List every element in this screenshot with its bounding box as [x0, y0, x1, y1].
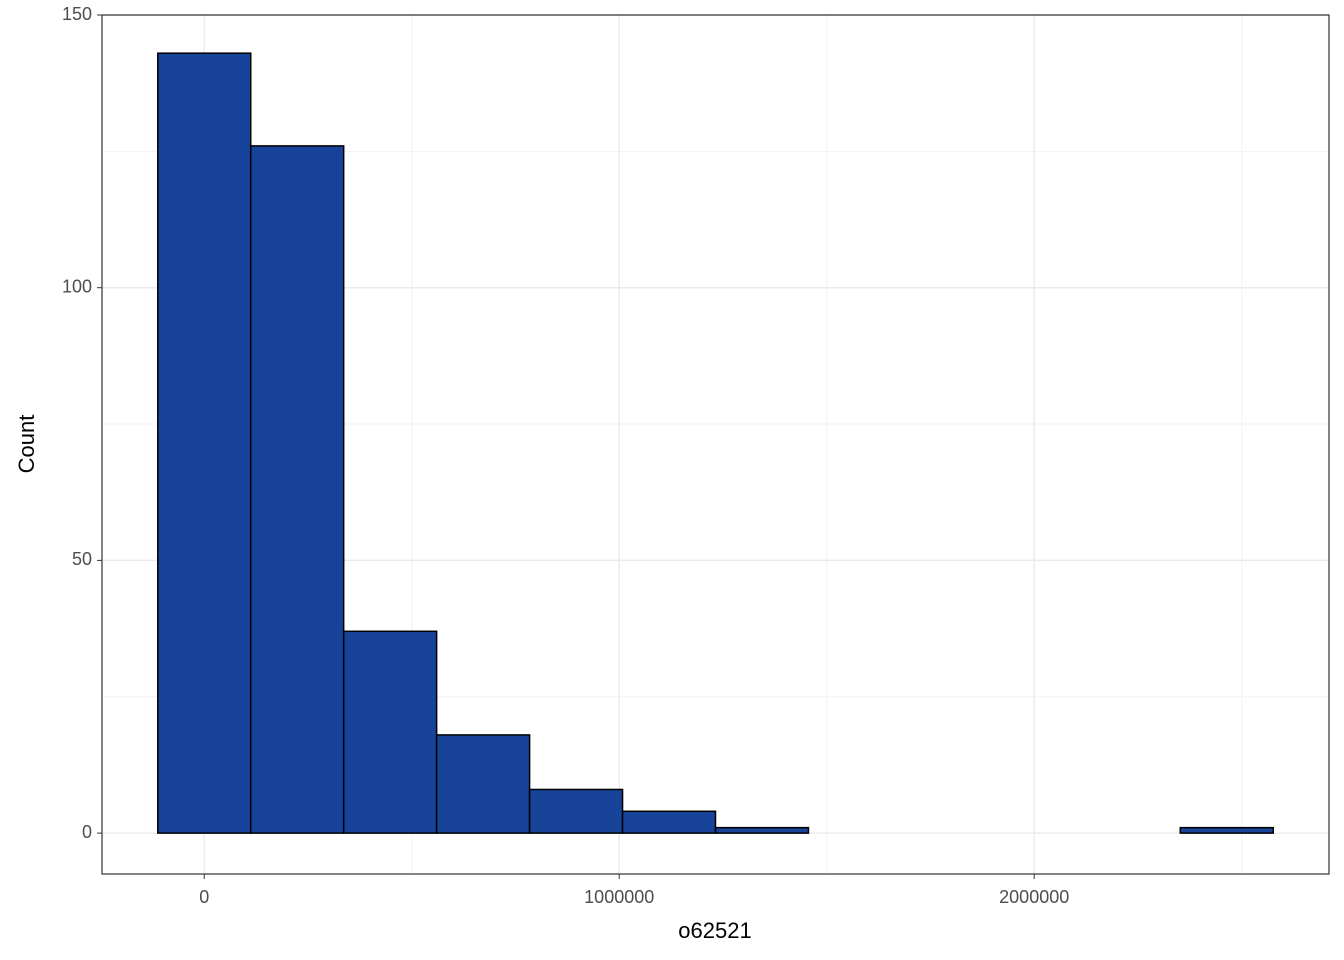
y-tick-label: 100 [62, 276, 92, 296]
bar [714, 826, 810, 834]
y-tick-label: 150 [62, 4, 92, 24]
x-tick-label: 0 [199, 887, 209, 907]
x-axis-title: o62521 [678, 918, 751, 943]
bar [528, 788, 624, 834]
bar [157, 52, 252, 834]
bar [435, 734, 531, 834]
bar [342, 630, 438, 834]
y-tick-label: 0 [82, 822, 92, 842]
bar [249, 145, 345, 834]
x-tick-label: 2000000 [999, 887, 1069, 907]
x-tick-label: 1000000 [584, 887, 654, 907]
bar [1179, 826, 1274, 834]
y-tick-label: 50 [72, 549, 92, 569]
panel-border [101, 14, 1330, 875]
bar [621, 810, 717, 834]
y-axis-title: Count [14, 415, 39, 474]
